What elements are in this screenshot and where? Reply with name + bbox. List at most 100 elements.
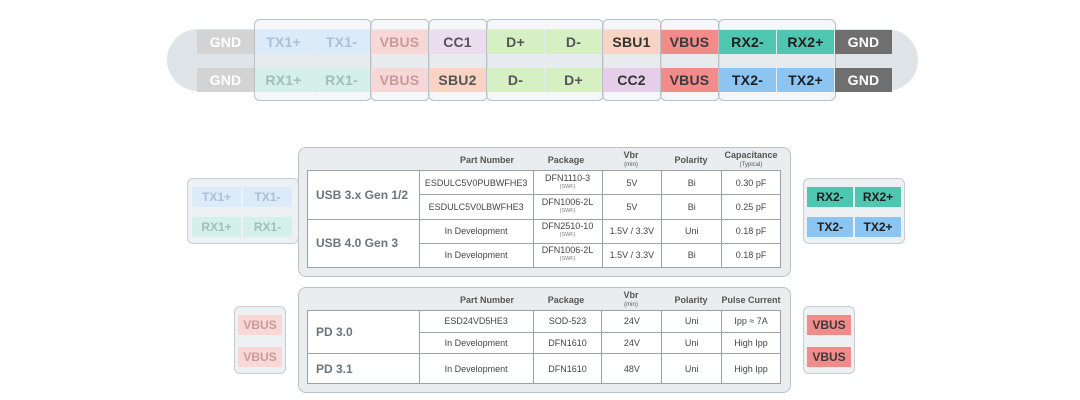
package-cell: DFN1006-2L (SWF) bbox=[532, 242, 603, 269]
vbr-cell: 24V bbox=[601, 310, 663, 333]
pd-header-part-number: Part Number bbox=[459, 295, 514, 305]
polarity-cell: Bi bbox=[661, 169, 723, 196]
pd-header-vbr-label: Vbr bbox=[623, 290, 639, 300]
pin-a6-dp: D+ bbox=[487, 30, 544, 54]
pin-a4-vbus: VBUS bbox=[371, 30, 428, 54]
pin-b3-tx2n: TX2- bbox=[719, 68, 776, 92]
package-sub: (SWF) bbox=[559, 207, 576, 214]
usb-header-capacitance-label: Capacitance bbox=[724, 150, 778, 160]
package-cell: DFN2510-10 (SWF) bbox=[532, 218, 603, 244]
usb-header-package: Package bbox=[547, 155, 585, 165]
pin-b2-tx2p: TX2+ bbox=[777, 68, 834, 92]
package-name: DFN2510-10 bbox=[541, 221, 594, 232]
pin-a1-gnd: GND bbox=[197, 30, 254, 54]
polarity-cell: Bi bbox=[661, 242, 723, 269]
right-vbus-top-cell: VBUS bbox=[807, 315, 851, 335]
left-rx1n-cell: RX1- bbox=[243, 217, 292, 237]
pulse-current-cell: High Ipp bbox=[721, 331, 781, 355]
pin-a11-rx2p: RX2+ bbox=[777, 30, 834, 54]
pd-group-label-30: PD 3.0 bbox=[307, 309, 420, 355]
pin-b5-cc2: CC2 bbox=[603, 68, 660, 92]
pin-a12-gnd: GND bbox=[835, 30, 892, 54]
usb-group-label-gen12: USB 3.x Gen 1/2 bbox=[307, 170, 420, 220]
pd-header-vbr: Vbr (min) bbox=[601, 290, 661, 310]
pin-a2-tx1p: TX1+ bbox=[255, 30, 312, 54]
left-rx1p-cell: RX1+ bbox=[192, 217, 241, 237]
polarity-cell: Bi bbox=[661, 194, 723, 220]
package-cell: DFN1006-2L (SWF) bbox=[532, 194, 603, 220]
polarity-cell: Uni bbox=[661, 310, 723, 333]
pin-a7-dn: D- bbox=[545, 30, 602, 54]
package-sub: (SWF) bbox=[559, 183, 576, 190]
pd-group-label-31: PD 3.1 bbox=[307, 353, 420, 384]
left-vbus-top-cell: VBUS bbox=[238, 315, 282, 335]
pin-b8-sbu2: SBU2 bbox=[429, 68, 486, 92]
polarity-cell: Uni bbox=[661, 218, 723, 244]
pin-b6-dp: D+ bbox=[545, 68, 602, 92]
pin-b4-vbus: VBUS bbox=[661, 68, 718, 92]
package-cell: SOD-523 bbox=[532, 310, 603, 333]
usb-group-label-gen3: USB 4.0 Gen 3 bbox=[307, 218, 420, 268]
usb-protection-panel: Part Number Package Vbr (min) Polarity C… bbox=[298, 147, 791, 277]
pin-a9-vbus: VBUS bbox=[661, 30, 718, 54]
pin-b12-gnd: GND bbox=[197, 68, 254, 92]
pin-b7-dn: D- bbox=[487, 68, 544, 92]
connector-top-row: GND TX1+ TX1- VBUS CC1 D+ D- SBU1 VBUS R… bbox=[197, 30, 893, 54]
part-number-cell: ESDULC5V0LBWFHE3 bbox=[418, 194, 534, 220]
pd-header-polarity: Polarity bbox=[674, 295, 708, 305]
part-number-cell: In Development bbox=[418, 218, 534, 244]
left-tx1p-cell: TX1+ bbox=[192, 187, 241, 207]
part-number-cell: ESD24VD5HE3 bbox=[418, 310, 534, 333]
usb-header-vbr-sub: (min) bbox=[624, 162, 638, 168]
usb-header-part-number: Part Number bbox=[459, 155, 514, 165]
capacitance-cell: 0.30 pF bbox=[721, 169, 781, 196]
pin-b11-rx1p: RX1+ bbox=[255, 68, 312, 92]
pulse-current-cell: Ipp ≈ 7A bbox=[721, 310, 781, 333]
pin-a3-tx1n: TX1- bbox=[313, 30, 370, 54]
right-vbus-bottom-cell: VBUS bbox=[807, 347, 851, 367]
usb-header-capacitance-sub: (Typical) bbox=[739, 162, 763, 168]
left-vbus-icon: VBUS VBUS bbox=[234, 306, 286, 374]
vbr-cell: 5V bbox=[601, 169, 663, 196]
pin-a5-cc1: CC1 bbox=[429, 30, 486, 54]
table-row: In Development DFN1006-2L (SWF) 1.5V / 3.… bbox=[308, 242, 781, 269]
package-name: DFN1006-2L bbox=[541, 245, 594, 256]
usb-header-vbr-label: Vbr bbox=[623, 150, 639, 160]
right-usb-pair-icon: RX2- RX2+ TX2- TX2+ bbox=[803, 178, 905, 244]
part-number-cell: In Development bbox=[418, 242, 534, 269]
vbr-cell: 1.5V / 3.3V bbox=[601, 242, 663, 269]
right-rx2n-cell: RX2- bbox=[807, 187, 853, 207]
pin-b9-vbus: VBUS bbox=[371, 68, 428, 92]
package-sub: (SWF) bbox=[559, 256, 576, 263]
polarity-cell: Uni bbox=[661, 331, 723, 355]
pin-b10-rx1n: RX1- bbox=[313, 68, 370, 92]
pd-protection-panel: Part Number Package Vbr (min) Polarity P… bbox=[298, 287, 791, 393]
pd-header-pulse-current: Pulse Current bbox=[721, 295, 781, 305]
vbr-cell: 48V bbox=[601, 353, 663, 384]
table-row: PD 3.1 In Development DFN1610 48V Uni Hi… bbox=[307, 353, 781, 384]
package-cell: DFN1610 bbox=[532, 353, 603, 384]
usb-header-vbr: Vbr (min) bbox=[601, 150, 661, 170]
pin-a10-rx2n: RX2- bbox=[719, 30, 776, 54]
usb-parts-table: USB 3.x Gen 1/2 ESDULC5V0PUBWFHE3 DFN111… bbox=[307, 169, 781, 269]
table-row: USB 4.0 Gen 3 In Development DFN2510-10(… bbox=[307, 218, 781, 268]
capacitance-cell: 0.18 pF bbox=[721, 242, 781, 269]
table-row: USB 3.x Gen 1/2 ESDULC5V0PUBWFHE3 DFN111… bbox=[307, 169, 781, 220]
vbr-cell: 1.5V / 3.3V bbox=[601, 218, 663, 244]
capacitance-cell: 0.25 pF bbox=[721, 194, 781, 220]
polarity-cell: Uni bbox=[661, 353, 723, 384]
package-cell: DFN1610 bbox=[532, 331, 603, 355]
capacitance-cell: 0.18 pF bbox=[721, 218, 781, 244]
pd-header-vbr-sub: (min) bbox=[624, 302, 638, 308]
part-number-cell: In Development bbox=[418, 331, 534, 355]
right-tx2n-cell: TX2- bbox=[807, 217, 853, 237]
package-name: DFN1110-3 bbox=[544, 172, 591, 183]
left-usb-pair-icon: TX1+ TX1- RX1+ RX1- bbox=[187, 178, 299, 244]
table-row: PD 3.0 ESD24VD5HE3 SOD-523 24V Uni Ipp ≈… bbox=[307, 309, 781, 355]
right-vbus-icon: VBUS VBUS bbox=[803, 306, 855, 374]
pin-a8-sbu1: SBU1 bbox=[603, 30, 660, 54]
right-rx2p-cell: RX2+ bbox=[855, 187, 901, 207]
pin-b1-gnd: GND bbox=[835, 68, 892, 92]
package-cell: DFN1110-3 (SWF) bbox=[532, 169, 603, 196]
package-name: DFN1006-2L bbox=[541, 196, 594, 207]
